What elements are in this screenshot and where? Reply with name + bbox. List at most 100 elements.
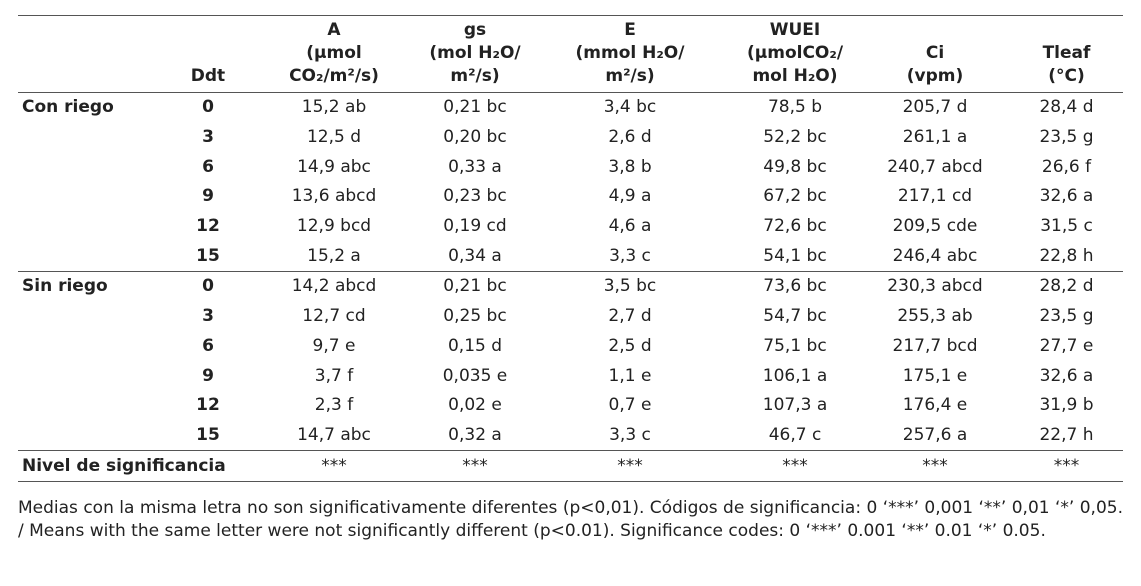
header-cell: [18, 15, 168, 93]
ddt-cell: 12: [196, 395, 220, 416]
value-cell: 22,7 h: [1039, 424, 1094, 445]
header-row: Ddt A (µmol CO₂/m²/s) gs (mol H₂O/m²/s) E (mmol…: [18, 15, 1123, 93]
value-cell: 9,7 e: [312, 335, 356, 356]
value-cell: 46,7 c: [768, 424, 822, 445]
data-row: 12 12,9 bcd 0,19 cd 4,6 a 72,6 bc 209,5 cde 31…: [18, 212, 1123, 242]
value-cell: 0,7 e: [608, 395, 652, 416]
group-label: [18, 302, 168, 332]
data-row: 9 3,7 f 0,035 e 1,1 e 106,1 a 175,1 e 32,6 a: [18, 361, 1123, 391]
header-line: Ddt: [190, 66, 226, 86]
header-line: gs: [463, 20, 487, 40]
header-line: (vpm): [906, 66, 964, 86]
header-line: WUEI: [769, 20, 821, 40]
results-table: Ddt A (µmol CO₂/m²/s) gs (mol H₂O/m²/s) E (mmol…: [18, 15, 1123, 482]
value-cell: 28,4 d: [1010, 91, 1123, 123]
value-cell: 15,2 a: [307, 245, 361, 266]
value-cell: 0,32 a: [448, 424, 502, 445]
ddt-cell: 3: [202, 306, 214, 327]
significance-label: Nivel de significancia: [18, 450, 226, 482]
data-row: 3 12,5 d 0,20 bc 2,6 d 52,2 bc 261,1 a 23,5 g: [18, 123, 1123, 153]
header-cell: Ddt: [168, 15, 248, 93]
value-cell: 2,6 d: [608, 127, 652, 148]
value-cell: 54,1 bc: [763, 245, 827, 266]
significance-value: ***: [1010, 450, 1123, 482]
value-cell: 175,1 e: [902, 365, 968, 386]
header-line: (µmolCO₂/: [746, 43, 844, 63]
significance-value: ***: [420, 450, 530, 482]
header-cell: A (µmol CO₂/m²/s): [248, 15, 420, 93]
ddt-cell: 0: [168, 91, 248, 123]
value-cell: 23,5 g: [1039, 306, 1094, 327]
value-cell: 52,2 bc: [763, 127, 827, 148]
value-cell: 78,5 b: [730, 91, 860, 123]
ddt-cell: 9: [202, 186, 214, 207]
header-line: m²/s): [605, 66, 655, 86]
value-cell: 54,7 bc: [763, 306, 827, 327]
significance-value: ***: [860, 450, 1010, 482]
value-cell: 2,7 d: [608, 306, 652, 327]
header-cell: gs (mol H₂O/m²/s): [420, 15, 530, 93]
table-body: Con riego 0 15,2 ab 0,21 bc 3,4 bc 78,5 b 205,…: [18, 91, 1123, 482]
value-cell: 2,5 d: [608, 335, 652, 356]
value-cell: 22,8 h: [1039, 245, 1094, 266]
data-row: Con riego 0 15,2 ab 0,21 bc 3,4 bc 78,5 b 205,…: [18, 91, 1123, 123]
value-cell: 106,1 a: [762, 365, 828, 386]
value-cell: 27,7 e: [1039, 335, 1094, 356]
ddt-cell: 12: [196, 216, 220, 237]
value-cell: 246,4 abc: [892, 245, 978, 266]
value-cell: 32,6 a: [1039, 365, 1094, 386]
value-cell: 3,3 c: [609, 245, 651, 266]
ddt-cell: 3: [202, 127, 214, 148]
value-cell: 12,9 bcd: [296, 216, 372, 237]
value-cell: 3,3 c: [609, 424, 651, 445]
value-cell: 0,21 bc: [420, 91, 530, 123]
value-cell: 205,7 d: [860, 91, 1010, 123]
ddt-cell: 15: [196, 424, 220, 445]
group-label: [18, 182, 168, 212]
footnote: Medias con la misma letra no son signifi…: [18, 498, 1123, 541]
value-cell: 14,9 abc: [297, 156, 371, 177]
value-cell: 14,2 abcd: [248, 271, 420, 302]
value-cell: 3,7 f: [314, 365, 354, 386]
value-cell: 14,7 abc: [297, 424, 371, 445]
value-cell: 0,34 a: [448, 245, 502, 266]
value-cell: 0,33 a: [448, 156, 502, 177]
header-line: A: [327, 20, 341, 40]
header-line: (°C): [1048, 66, 1085, 86]
group-label: [18, 123, 168, 153]
value-cell: 217,7 bcd: [892, 335, 978, 356]
value-cell: 73,6 bc: [730, 271, 860, 302]
value-cell: 240,7 abcd: [887, 156, 983, 177]
ddt-cell: 6: [202, 335, 214, 356]
group-label: [18, 152, 168, 182]
value-cell: 107,3 a: [762, 395, 828, 416]
value-cell: 261,1 a: [902, 127, 968, 148]
group-label: [18, 332, 168, 362]
value-cell: 72,6 bc: [763, 216, 827, 237]
group-label: [18, 241, 168, 271]
value-cell: 23,5 g: [1039, 127, 1094, 148]
header-cell: E (mmol H₂O/m²/s): [530, 15, 730, 93]
empty-cell: [168, 450, 248, 482]
value-cell: 230,3 abcd: [860, 271, 1010, 302]
header-line: E: [624, 20, 636, 40]
ddt-cell: 0: [168, 271, 248, 302]
value-cell: 176,4 e: [902, 395, 968, 416]
header-cell: Tleaf (°C): [1010, 15, 1123, 93]
group-label: [18, 212, 168, 242]
value-cell: 15,2 ab: [248, 91, 420, 123]
group-label: [18, 391, 168, 421]
value-cell: 209,5 cde: [892, 216, 978, 237]
value-cell: 217,1 cd: [897, 186, 973, 207]
value-cell: 67,2 bc: [763, 186, 827, 207]
value-cell: 28,2 d: [1010, 271, 1123, 302]
value-cell: 75,1 bc: [763, 335, 827, 356]
value-cell: 31,9 b: [1039, 395, 1094, 416]
header-line: CO₂/m²/s): [289, 66, 379, 86]
group-label: Sin riego: [18, 271, 168, 302]
value-cell: 0,02 e: [448, 395, 502, 416]
data-row: 15 14,7 abc 0,32 a 3,3 c 46,7 c 257,6 a 22,7 h: [18, 421, 1123, 451]
group-label: Con riego: [18, 91, 168, 123]
value-cell: 12,7 cd: [302, 306, 366, 327]
